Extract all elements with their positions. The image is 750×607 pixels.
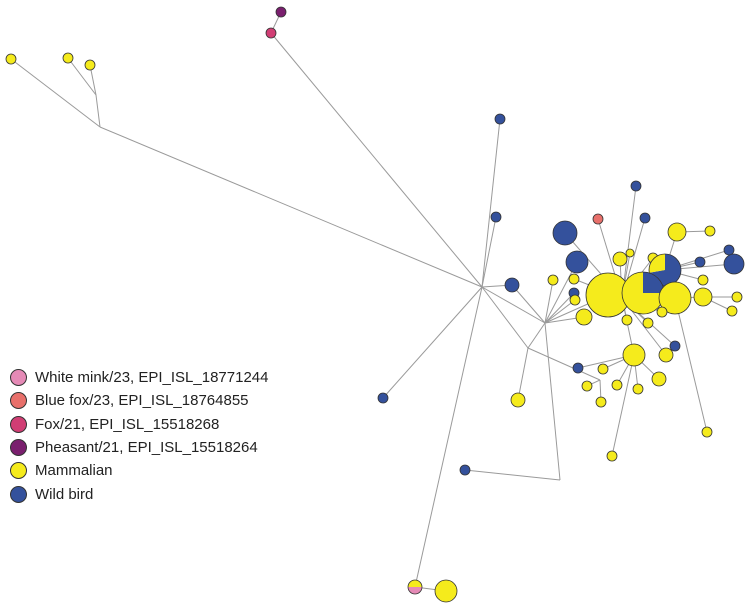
- haplotype-node: [265, 27, 277, 39]
- network-edge: [414, 286, 483, 588]
- wild-bird-swatch: [10, 485, 27, 503]
- legend-item-wild-bird: Wild bird: [10, 482, 268, 505]
- network-edge: [481, 118, 501, 288]
- haplotype-node: [275, 6, 287, 18]
- haplotype-node: [510, 392, 526, 408]
- white-mink-swatch: [10, 369, 27, 387]
- network-nodes: [5, 6, 745, 603]
- haplotype-node: [651, 371, 667, 387]
- legend-label: Mammalian: [35, 462, 113, 480]
- fox-swatch: [10, 415, 27, 433]
- legend-label: White mink/23, EPI_ISL_18771244: [35, 369, 269, 387]
- haplotype-node: [669, 340, 681, 352]
- network-edge: [517, 347, 529, 401]
- legend-item-pheasant: Pheasant/21, EPI_ISL_15518264: [10, 436, 268, 459]
- network-edge: [544, 261, 578, 324]
- pheasant-swatch: [10, 439, 27, 457]
- network-edge: [99, 126, 483, 288]
- legend-label: Fox/21, EPI_ISL_15518268: [35, 415, 220, 433]
- haplotype-node: [622, 343, 646, 367]
- haplotype-node: [630, 180, 642, 192]
- haplotype-node: [726, 305, 738, 317]
- haplotype-node: [494, 113, 506, 125]
- haplotype-node: [62, 52, 74, 64]
- network-edge: [544, 322, 561, 481]
- legend-label: Pheasant/21, EPI_ISL_15518264: [35, 439, 258, 457]
- haplotype-node: [642, 317, 654, 329]
- network-edge: [481, 286, 529, 349]
- haplotype-node: [731, 291, 743, 303]
- haplotype-node: [547, 274, 559, 286]
- haplotype-node: [552, 220, 578, 246]
- network-edge: [481, 216, 497, 288]
- network-edge: [544, 292, 575, 324]
- legend: White mink/23, EPI_ISL_18771244 Blue fox…: [10, 366, 268, 506]
- legend-item-fox: Fox/21, EPI_ISL_15518268: [10, 413, 268, 436]
- legend-item-white-mink: White mink/23, EPI_ISL_18771244: [10, 366, 268, 389]
- network-edge: [544, 299, 576, 324]
- haplotype-node: [377, 392, 389, 404]
- network-edge: [527, 347, 601, 381]
- haplotype-node: [84, 59, 96, 71]
- network-edge: [10, 58, 101, 128]
- haplotype-node: [407, 579, 423, 595]
- blue-fox-swatch: [10, 392, 27, 410]
- haplotype-node: [639, 212, 651, 224]
- legend-item-blue-fox: Blue fox/23, EPI_ISL_18764855: [10, 389, 268, 412]
- network-edge: [527, 322, 546, 349]
- haplotype-node: [490, 211, 502, 223]
- mammalian-swatch: [10, 462, 27, 480]
- haplotype-node: [434, 579, 458, 603]
- legend-item-mammalian: Mammalian: [10, 459, 268, 482]
- haplotype-node: [658, 281, 692, 315]
- haplotype-node: [625, 248, 635, 258]
- haplotype-node: [704, 225, 716, 237]
- haplotype-node: [597, 363, 609, 375]
- haplotype-node: [572, 362, 584, 374]
- haplotype-node: [606, 450, 618, 462]
- haplotype-node: [723, 244, 735, 256]
- network-edge: [511, 284, 546, 324]
- network-edge: [67, 57, 97, 96]
- haplotype-node: [595, 396, 607, 408]
- haplotype-node: [658, 347, 674, 363]
- network-edge: [270, 32, 483, 288]
- haplotype-node: [612, 251, 628, 267]
- haplotype-node: [701, 426, 713, 438]
- haplotype-node: [723, 253, 745, 275]
- haplotype-node: [694, 256, 706, 268]
- network-edge: [674, 297, 708, 433]
- haplotype-node: [693, 287, 713, 307]
- haplotype-node: [569, 294, 581, 306]
- haplotype-node: [568, 273, 580, 285]
- haplotype-node: [621, 314, 633, 326]
- haplotype-node: [5, 53, 17, 65]
- haplotype-node: [504, 277, 520, 293]
- haplotype-node: [575, 308, 593, 326]
- network-edge: [621, 185, 637, 299]
- network-edge: [95, 94, 101, 128]
- haplotype-node: [459, 464, 471, 476]
- haplotype-node: [632, 383, 644, 395]
- network-edge: [481, 286, 546, 324]
- legend-label: Blue fox/23, EPI_ISL_18764855: [35, 392, 249, 410]
- haplotype-node: [667, 222, 687, 242]
- haplotype-node: [592, 213, 604, 225]
- network-edge: [544, 279, 554, 324]
- haplotype-node: [581, 380, 593, 392]
- legend-label: Wild bird: [35, 485, 94, 503]
- network-edge: [382, 286, 483, 399]
- network-edge: [611, 354, 635, 457]
- network-edge: [464, 469, 561, 481]
- haplotype-node: [565, 250, 589, 274]
- haplotype-node: [621, 271, 665, 315]
- haplotype-node: [697, 274, 709, 286]
- haplotype-node: [656, 306, 668, 318]
- haplotype-node: [611, 379, 623, 391]
